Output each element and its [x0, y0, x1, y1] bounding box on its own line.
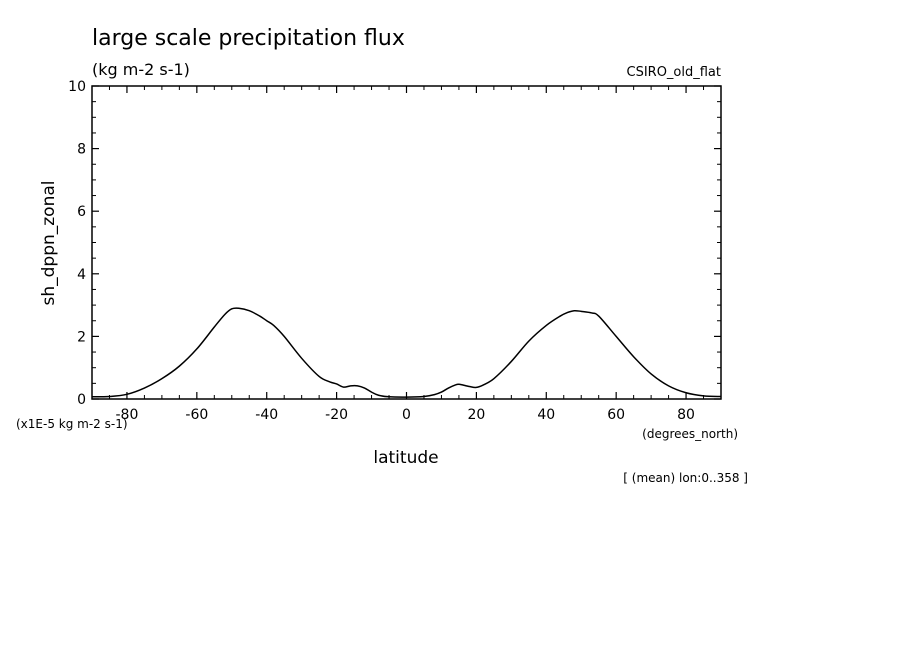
series-line-sh-dppn-zonal: [91, 307, 722, 398]
y-tick-label: 2: [77, 329, 86, 345]
y-axis: 0 2 4 6 8 10: [68, 79, 721, 408]
chart-subtitle-units: (kg m-2 s-1): [92, 60, 190, 79]
y-tick-label: 8: [77, 142, 86, 158]
plot-frame: [91, 85, 722, 400]
y-tick-label: 4: [77, 267, 86, 283]
x-axis-units: (degrees_north): [642, 427, 738, 441]
x-tick-label: -80: [116, 407, 139, 423]
y-scale-note: (x1E-5 kg m-2 s-1): [16, 417, 128, 431]
x-axis: -80 -60 -40 -20 0 20 40 60 80: [91, 86, 722, 423]
x-tick-label: 80: [677, 407, 695, 423]
y-tick-label: 10: [68, 79, 86, 95]
x-tick-label: 40: [537, 407, 555, 423]
x-tick-label: -20: [325, 407, 348, 423]
chart-title: large scale precipitation flux: [92, 26, 405, 51]
x-tick-label: 20: [467, 407, 485, 423]
x-axis-label: latitude: [373, 448, 438, 468]
y-tick-label: 0: [77, 392, 86, 408]
footnote-mean-lon: [ (mean) lon:0..358 ]: [623, 471, 748, 485]
x-tick-label: 60: [607, 407, 625, 423]
y-axis-label: sh_dppn_zonal: [39, 180, 59, 305]
x-tick-label: -40: [255, 407, 278, 423]
y-tick-label: 6: [77, 204, 86, 220]
x-tick-label: -60: [185, 407, 208, 423]
model-label: CSIRO_old_flat: [627, 65, 722, 80]
x-tick-label: 0: [402, 407, 411, 423]
